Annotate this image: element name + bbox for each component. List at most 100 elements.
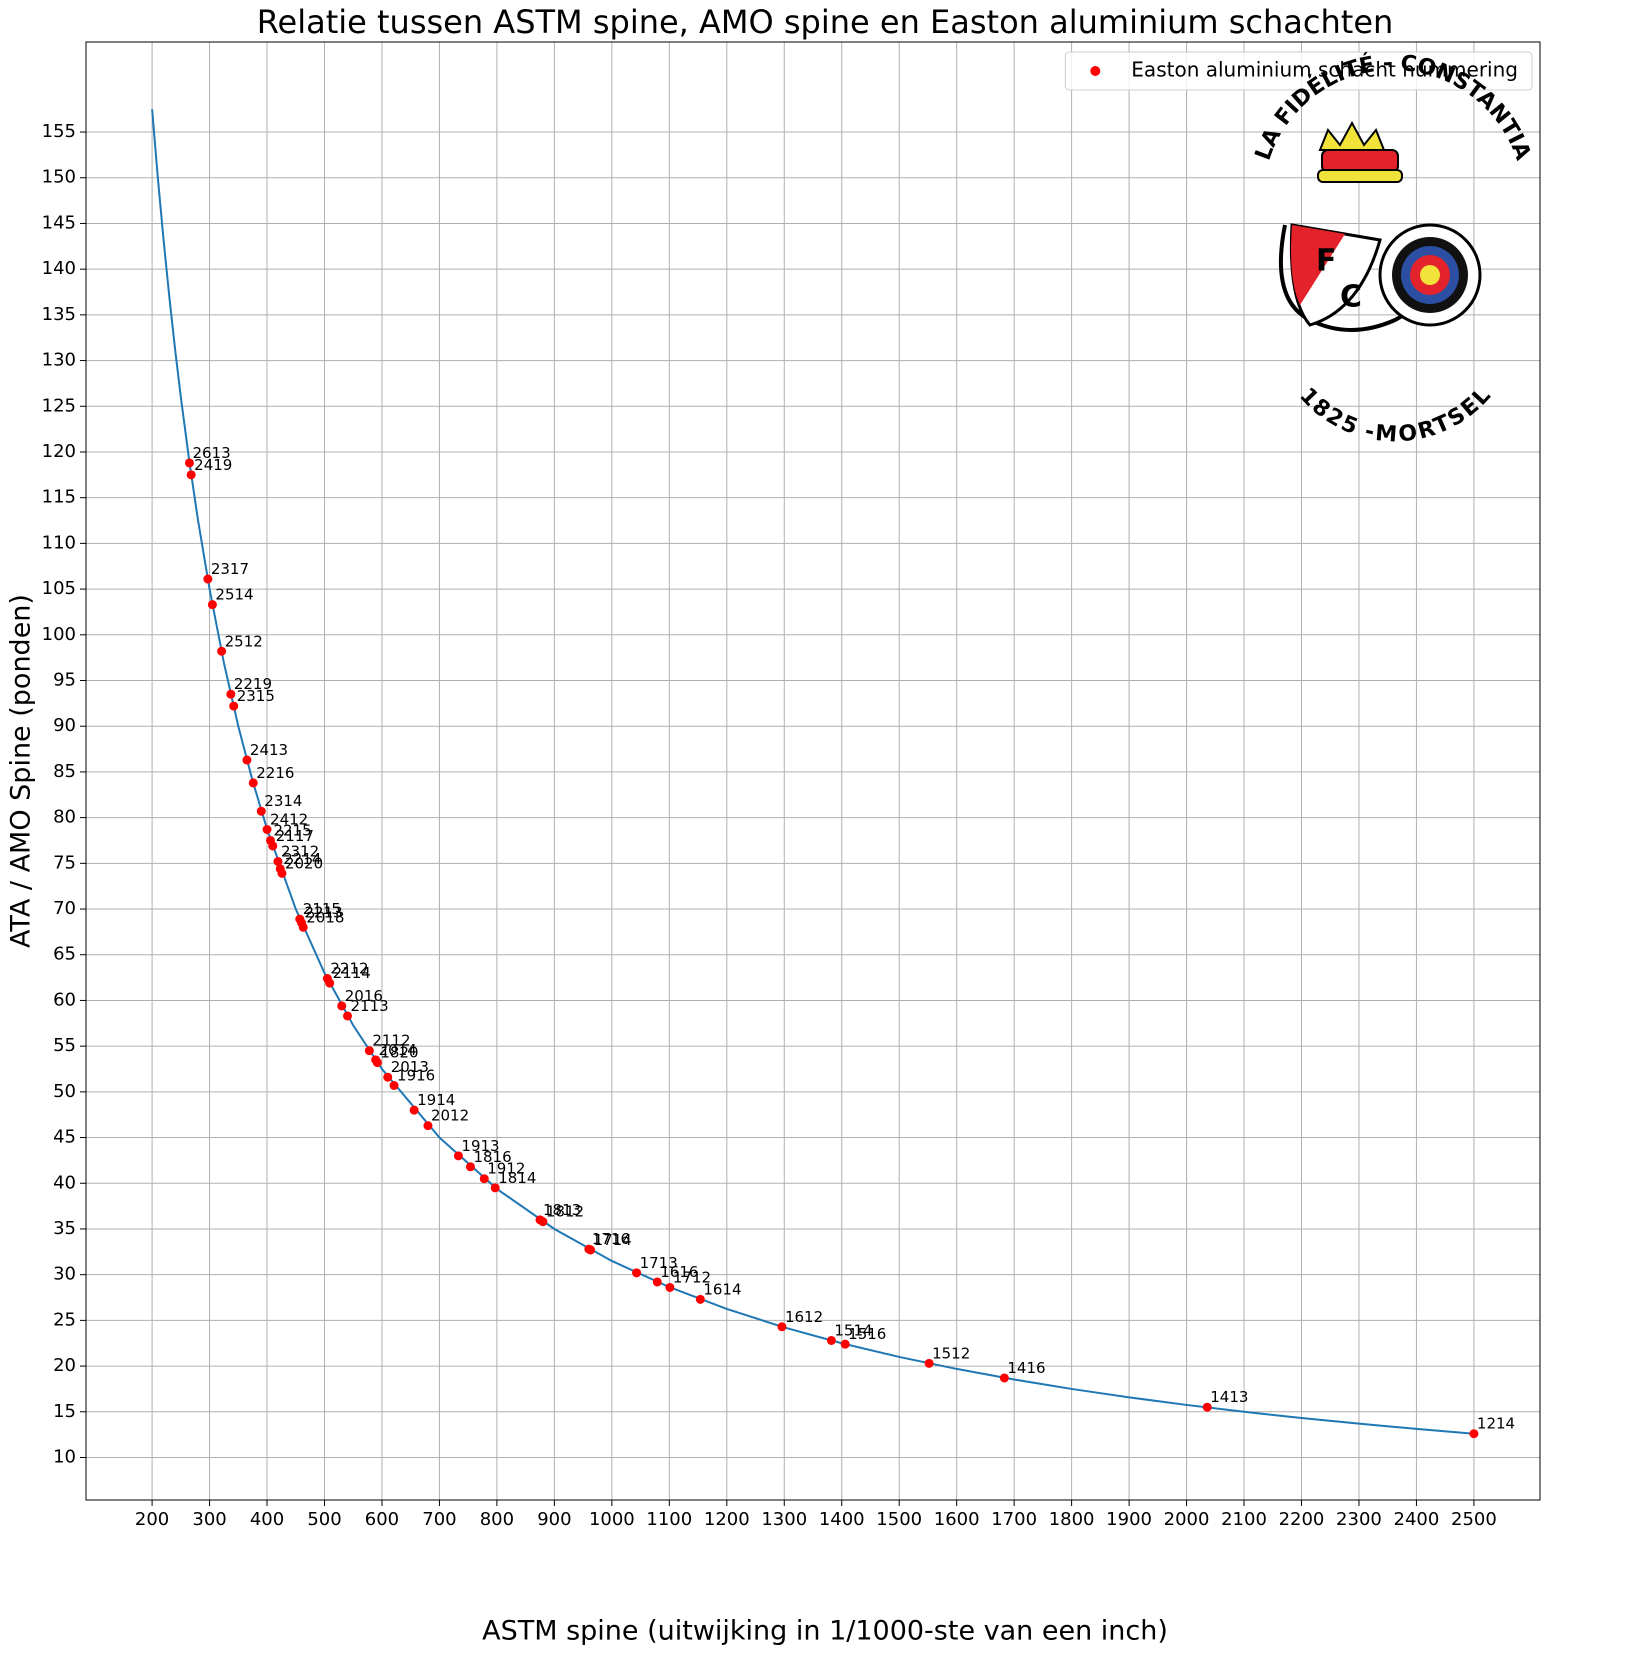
point bbox=[924, 1358, 934, 1368]
point bbox=[465, 1162, 475, 1172]
y-tick-label: 90 bbox=[53, 715, 76, 736]
point-label: 1512 bbox=[932, 1344, 970, 1362]
point bbox=[184, 458, 194, 468]
x-tick-label: 1500 bbox=[876, 1509, 922, 1530]
point bbox=[999, 1373, 1009, 1383]
point-label: 1413 bbox=[1210, 1388, 1248, 1406]
point bbox=[423, 1121, 433, 1131]
x-tick-label: 2100 bbox=[1221, 1509, 1267, 1530]
point-label: 2012 bbox=[431, 1107, 469, 1125]
point bbox=[186, 470, 196, 480]
point bbox=[207, 600, 217, 610]
point-label: 1913 bbox=[461, 1137, 499, 1155]
point bbox=[248, 778, 258, 788]
point bbox=[389, 1080, 399, 1090]
point-label: 2014 bbox=[379, 1041, 417, 1059]
point-label: 2020 bbox=[285, 854, 323, 872]
point-label: 2016 bbox=[345, 987, 383, 1005]
point-label: 2514 bbox=[215, 586, 253, 604]
point-label: 2412 bbox=[270, 811, 308, 829]
x-tick-label: 700 bbox=[422, 1509, 456, 1530]
y-tick-label: 65 bbox=[53, 944, 76, 965]
point-label: 2117 bbox=[276, 827, 314, 845]
point-label: 2112 bbox=[372, 1032, 410, 1050]
y-tick-label: 130 bbox=[42, 350, 76, 371]
point bbox=[242, 755, 252, 765]
legend-box bbox=[1064, 51, 1533, 91]
x-tick-label: 1900 bbox=[1106, 1509, 1152, 1530]
point-label: 2413 bbox=[250, 741, 288, 759]
point-label: 1814 bbox=[498, 1169, 536, 1187]
point-label: 2317 bbox=[211, 560, 249, 578]
y-tick-label: 125 bbox=[42, 395, 76, 416]
x-tick-label: 2400 bbox=[1394, 1509, 1440, 1530]
point-label: 1820 bbox=[380, 1044, 418, 1062]
y-tick-label: 10 bbox=[53, 1446, 76, 1467]
point bbox=[586, 1245, 596, 1255]
point-label: 2314 bbox=[264, 792, 302, 810]
point-label: 2315 bbox=[237, 687, 275, 705]
point-label: 1713 bbox=[640, 1254, 678, 1272]
y-tick-label: 20 bbox=[53, 1355, 76, 1376]
y-tick-label: 135 bbox=[42, 304, 76, 325]
y-tick-label: 80 bbox=[53, 807, 76, 828]
point bbox=[490, 1183, 500, 1193]
y-tick-label: 60 bbox=[53, 989, 76, 1010]
point bbox=[325, 978, 335, 988]
point-label: 2212 bbox=[330, 960, 368, 978]
x-tick-label: 500 bbox=[307, 1509, 341, 1530]
point-label: 2013 bbox=[391, 1058, 429, 1076]
point bbox=[538, 1217, 548, 1227]
y-tick-label: 155 bbox=[42, 121, 76, 142]
y-tick-label: 35 bbox=[53, 1218, 76, 1239]
logo-letter: F bbox=[1316, 244, 1337, 279]
point-label: 1912 bbox=[487, 1160, 525, 1178]
y-tick-label: 25 bbox=[53, 1309, 76, 1330]
point-label: 2114 bbox=[333, 964, 371, 982]
y-tick-label: 110 bbox=[42, 532, 76, 553]
y-tick-label: 115 bbox=[42, 487, 76, 508]
point bbox=[277, 868, 287, 878]
point bbox=[217, 646, 227, 656]
point-label: 1416 bbox=[1007, 1359, 1045, 1377]
point bbox=[364, 1046, 374, 1056]
point-label: 1716 bbox=[592, 1230, 630, 1248]
point bbox=[383, 1072, 393, 1082]
y-axis-label: ATA / AMO Spine (ponden) bbox=[6, 594, 37, 948]
y-tick-label: 145 bbox=[42, 212, 76, 233]
point bbox=[652, 1277, 662, 1287]
point-label: 1813 bbox=[543, 1201, 581, 1219]
point bbox=[342, 1011, 352, 1021]
point-label: 1916 bbox=[397, 1066, 435, 1084]
point bbox=[229, 701, 239, 711]
x-tick-label: 200 bbox=[135, 1509, 169, 1530]
point-label: 2613 bbox=[192, 444, 230, 462]
x-tick-label: 300 bbox=[192, 1509, 226, 1530]
y-tick-label: 85 bbox=[53, 761, 76, 782]
point bbox=[273, 856, 283, 866]
x-tick-label: 900 bbox=[537, 1509, 571, 1530]
point bbox=[826, 1335, 836, 1345]
chart-title: Relatie tussen ASTM spine, AMO spine en … bbox=[257, 3, 1394, 41]
point-label: 2512 bbox=[225, 632, 263, 650]
x-tick-label: 1400 bbox=[819, 1509, 865, 1530]
point-label: 2214 bbox=[283, 850, 321, 868]
x-tick-label: 2000 bbox=[1164, 1509, 1210, 1530]
x-tick-label: 1100 bbox=[646, 1509, 692, 1530]
y-tick-label: 150 bbox=[42, 167, 76, 188]
x-tick-label: 800 bbox=[480, 1509, 514, 1530]
point bbox=[337, 1001, 347, 1011]
point-label: 1914 bbox=[417, 1091, 455, 1109]
point-label: 1816 bbox=[473, 1148, 511, 1166]
point bbox=[1469, 1429, 1479, 1439]
point-label: 1514 bbox=[834, 1321, 872, 1339]
point bbox=[268, 841, 278, 851]
x-tick-label: 1800 bbox=[1049, 1509, 1095, 1530]
point bbox=[226, 689, 236, 699]
x-tick-label: 1000 bbox=[589, 1509, 635, 1530]
point-label: 1712 bbox=[673, 1268, 711, 1286]
point-label: 1516 bbox=[848, 1325, 886, 1343]
y-tick-label: 55 bbox=[53, 1035, 76, 1056]
